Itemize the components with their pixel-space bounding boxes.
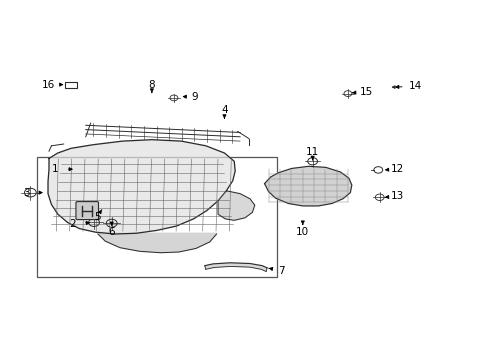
Text: 8: 8 <box>148 80 155 90</box>
Polygon shape <box>218 191 255 220</box>
Text: 15: 15 <box>360 87 373 97</box>
Text: 4: 4 <box>221 105 228 115</box>
Text: 10: 10 <box>296 227 309 237</box>
Polygon shape <box>205 263 267 271</box>
Text: 13: 13 <box>391 191 405 201</box>
Text: 7: 7 <box>278 266 285 276</box>
Polygon shape <box>98 233 217 253</box>
Bar <box>37 157 277 277</box>
Text: 12: 12 <box>391 164 405 174</box>
Text: 5: 5 <box>94 212 100 222</box>
FancyBboxPatch shape <box>76 202 98 220</box>
Text: 11: 11 <box>306 147 319 157</box>
Text: 2: 2 <box>69 219 76 229</box>
Text: 9: 9 <box>192 92 198 102</box>
Text: 1: 1 <box>51 164 58 174</box>
Polygon shape <box>48 140 235 234</box>
Bar <box>65 82 77 88</box>
Text: 6: 6 <box>108 227 115 237</box>
Text: 3: 3 <box>24 188 30 198</box>
Text: 14: 14 <box>409 81 422 91</box>
Polygon shape <box>265 166 352 206</box>
Text: 16: 16 <box>41 80 55 90</box>
